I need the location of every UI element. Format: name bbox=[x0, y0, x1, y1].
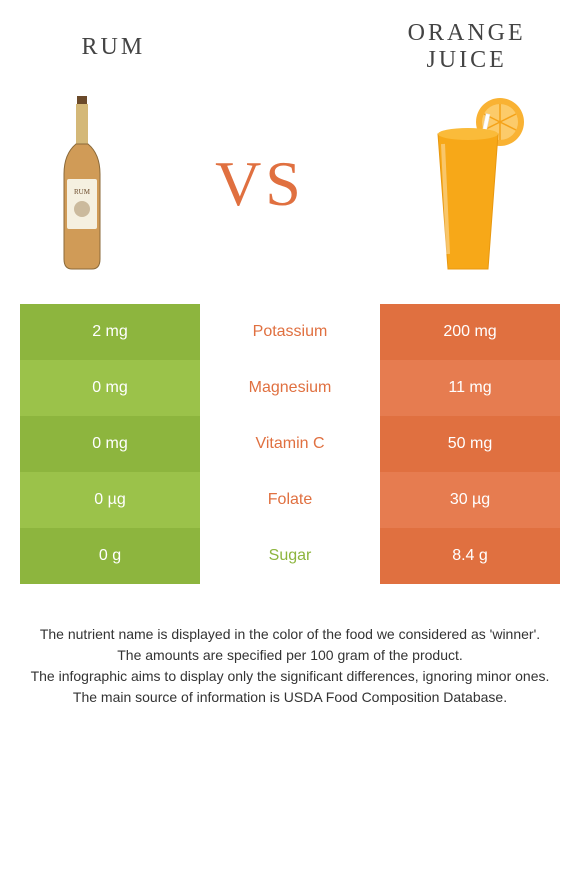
table-row: 0 gSugar8.4 g bbox=[20, 528, 560, 584]
right-value: 50 mg bbox=[380, 416, 560, 472]
footnotes: The nutrient name is displayed in the co… bbox=[0, 584, 580, 708]
right-value: 200 mg bbox=[380, 304, 560, 360]
left-value: 0 g bbox=[20, 528, 200, 584]
rum-bottle-icon: RUM bbox=[52, 94, 112, 274]
table-row: 2 mgPotassium200 mg bbox=[20, 304, 560, 360]
images-row: RUM VS bbox=[0, 84, 580, 304]
orange-juice-icon bbox=[408, 94, 528, 274]
left-value: 2 mg bbox=[20, 304, 200, 360]
footnote-line: The nutrient name is displayed in the co… bbox=[30, 624, 550, 645]
left-value: 0 mg bbox=[20, 360, 200, 416]
right-title: ORANGE JUICE bbox=[367, 20, 567, 74]
footnote-line: The infographic aims to display only the… bbox=[30, 666, 550, 687]
left-value: 0 mg bbox=[20, 416, 200, 472]
table-row: 0 mgMagnesium11 mg bbox=[20, 360, 560, 416]
table-row: 0 mgVitamin C50 mg bbox=[20, 416, 560, 472]
right-value: 8.4 g bbox=[380, 528, 560, 584]
nutrient-label: Vitamin C bbox=[200, 416, 380, 472]
nutrient-label: Sugar bbox=[200, 528, 380, 584]
nutrient-label: Folate bbox=[200, 472, 380, 528]
nutrient-table: 2 mgPotassium200 mg0 mgMagnesium11 mg0 m… bbox=[20, 304, 560, 584]
table-row: 0 µgFolate30 µg bbox=[20, 472, 560, 528]
nutrient-label: Magnesium bbox=[200, 360, 380, 416]
right-value: 30 µg bbox=[380, 472, 560, 528]
footnote-line: The amounts are specified per 100 gram o… bbox=[30, 645, 550, 666]
nutrient-label: Potassium bbox=[200, 304, 380, 360]
left-title: RUM bbox=[13, 34, 213, 61]
left-value: 0 µg bbox=[20, 472, 200, 528]
right-value: 11 mg bbox=[380, 360, 560, 416]
svg-text:RUM: RUM bbox=[74, 188, 91, 196]
header-row: RUM ORANGE JUICE bbox=[0, 0, 580, 84]
vs-label: VS bbox=[215, 147, 305, 221]
footnote-line: The main source of information is USDA F… bbox=[30, 687, 550, 708]
